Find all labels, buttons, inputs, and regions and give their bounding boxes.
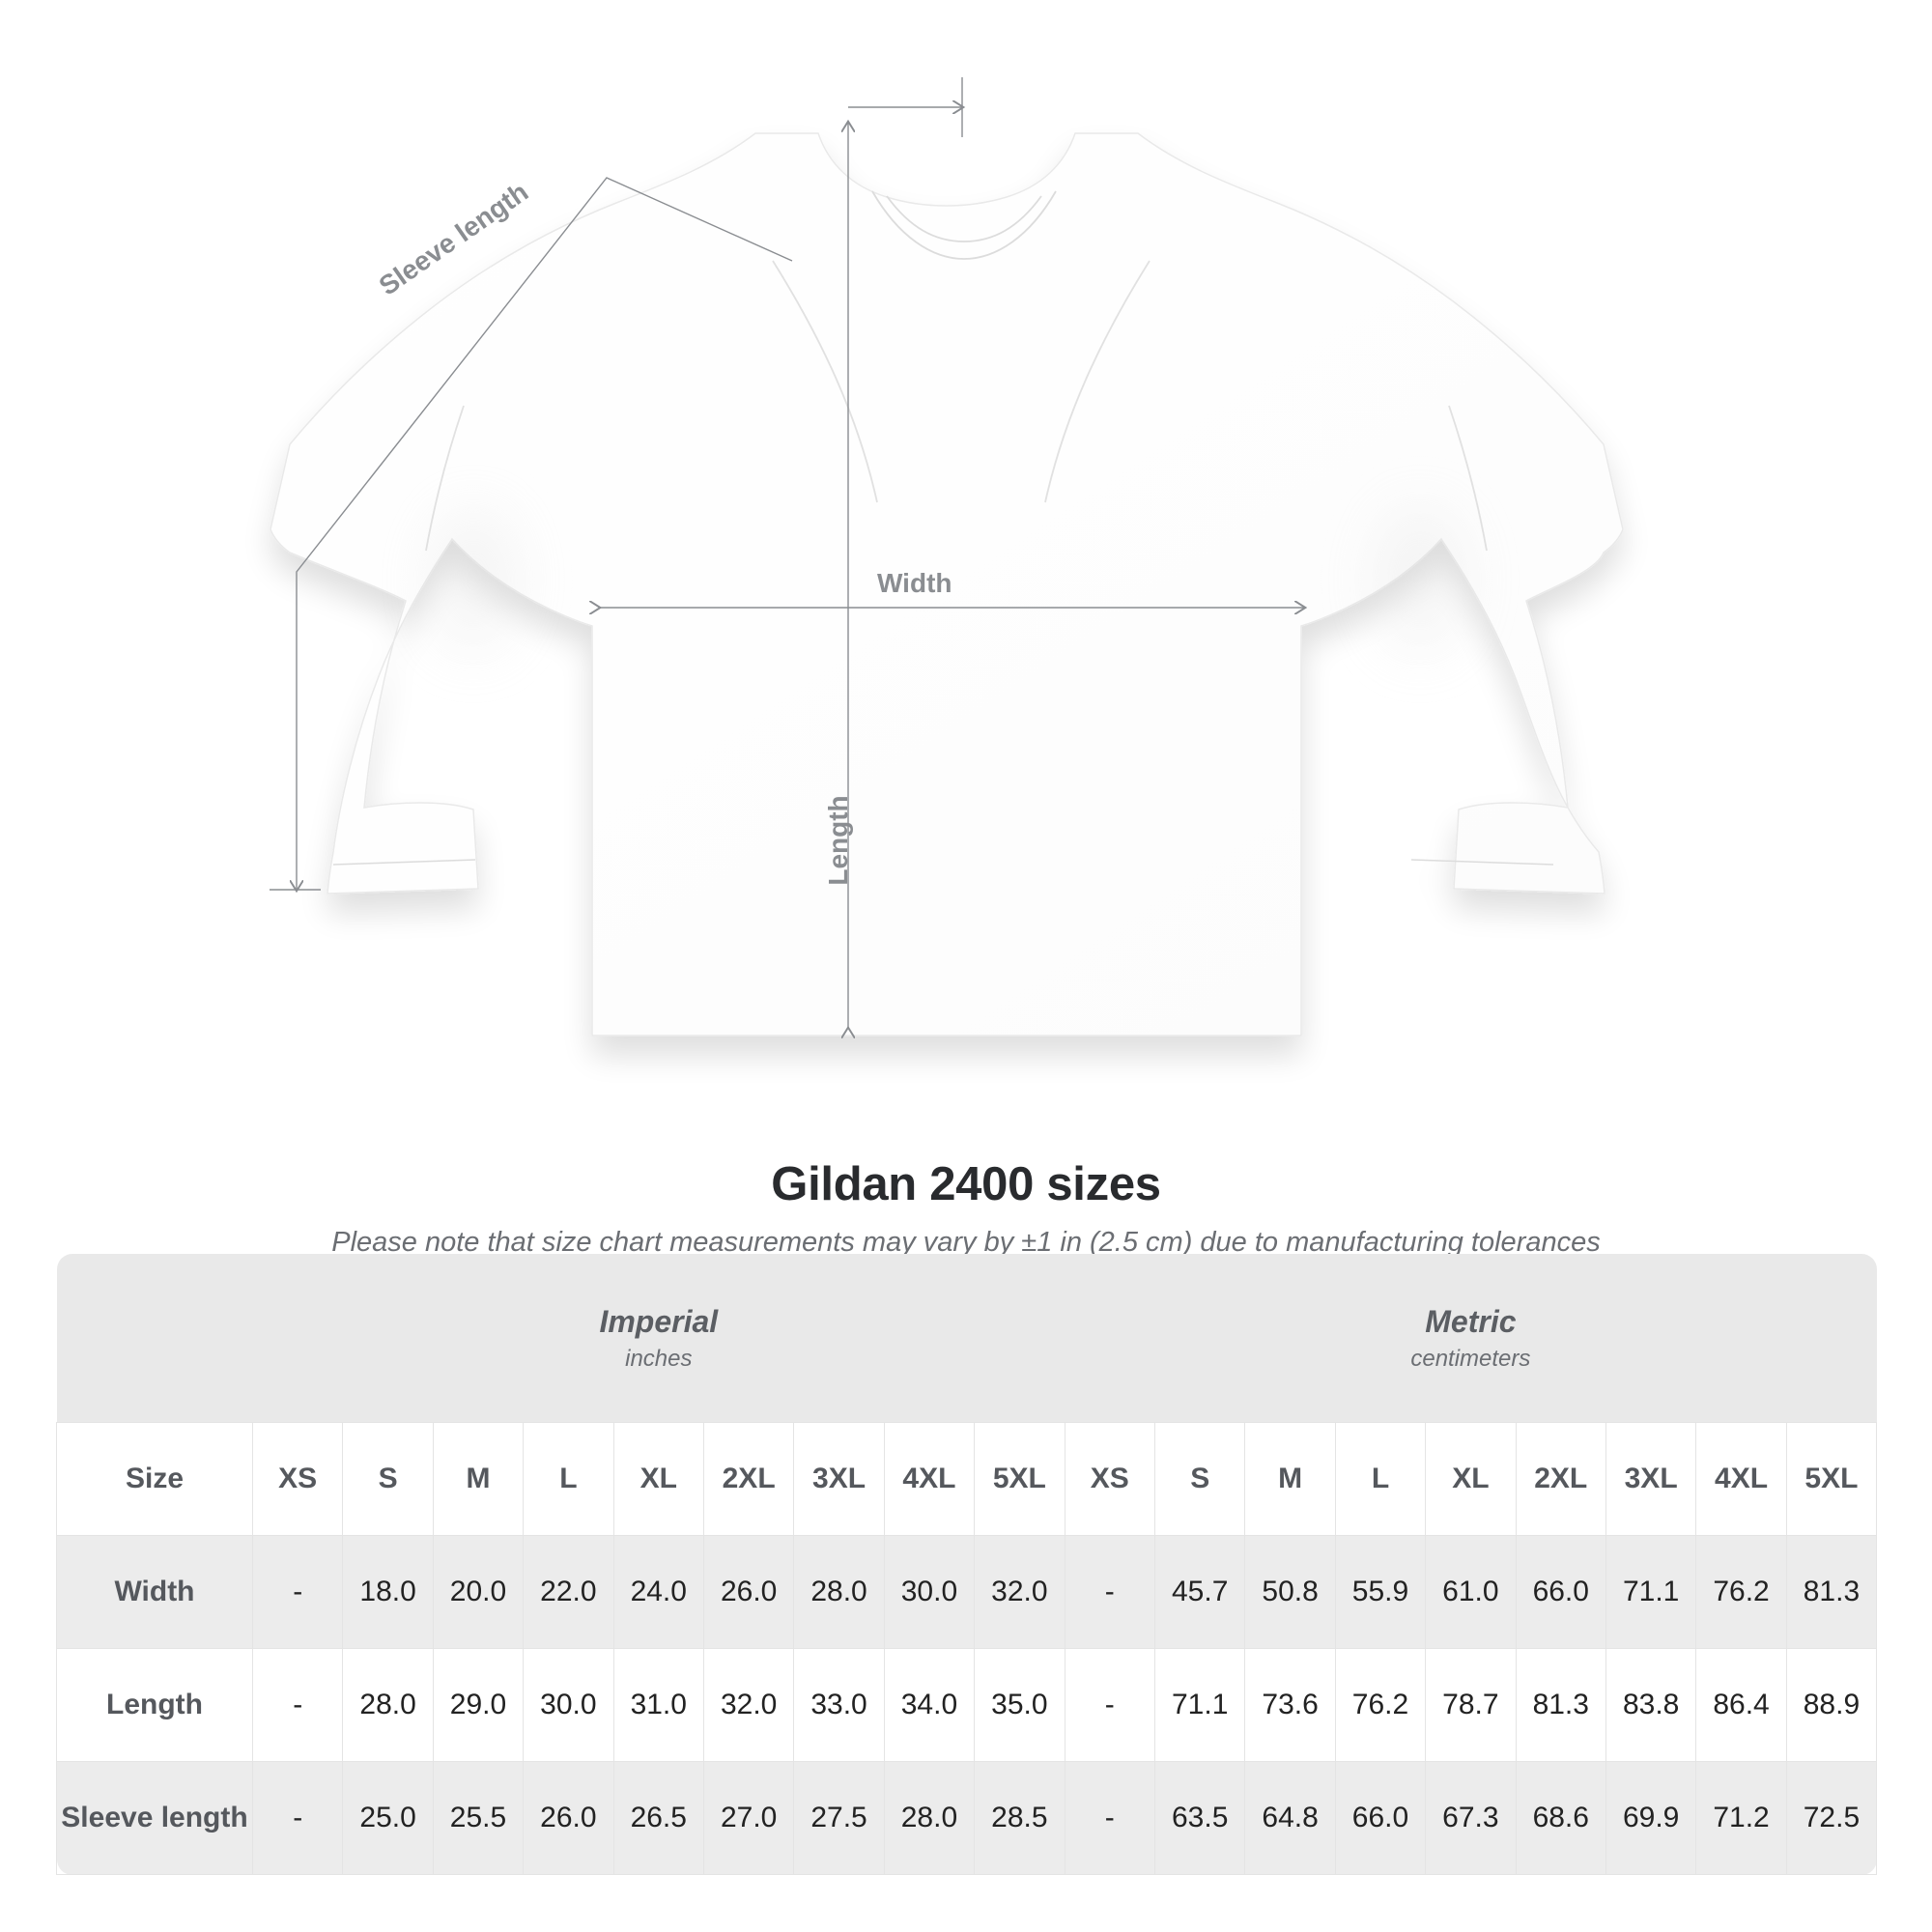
svg-text:Length: Length <box>823 795 853 885</box>
svg-text:Width: Width <box>877 568 952 598</box>
